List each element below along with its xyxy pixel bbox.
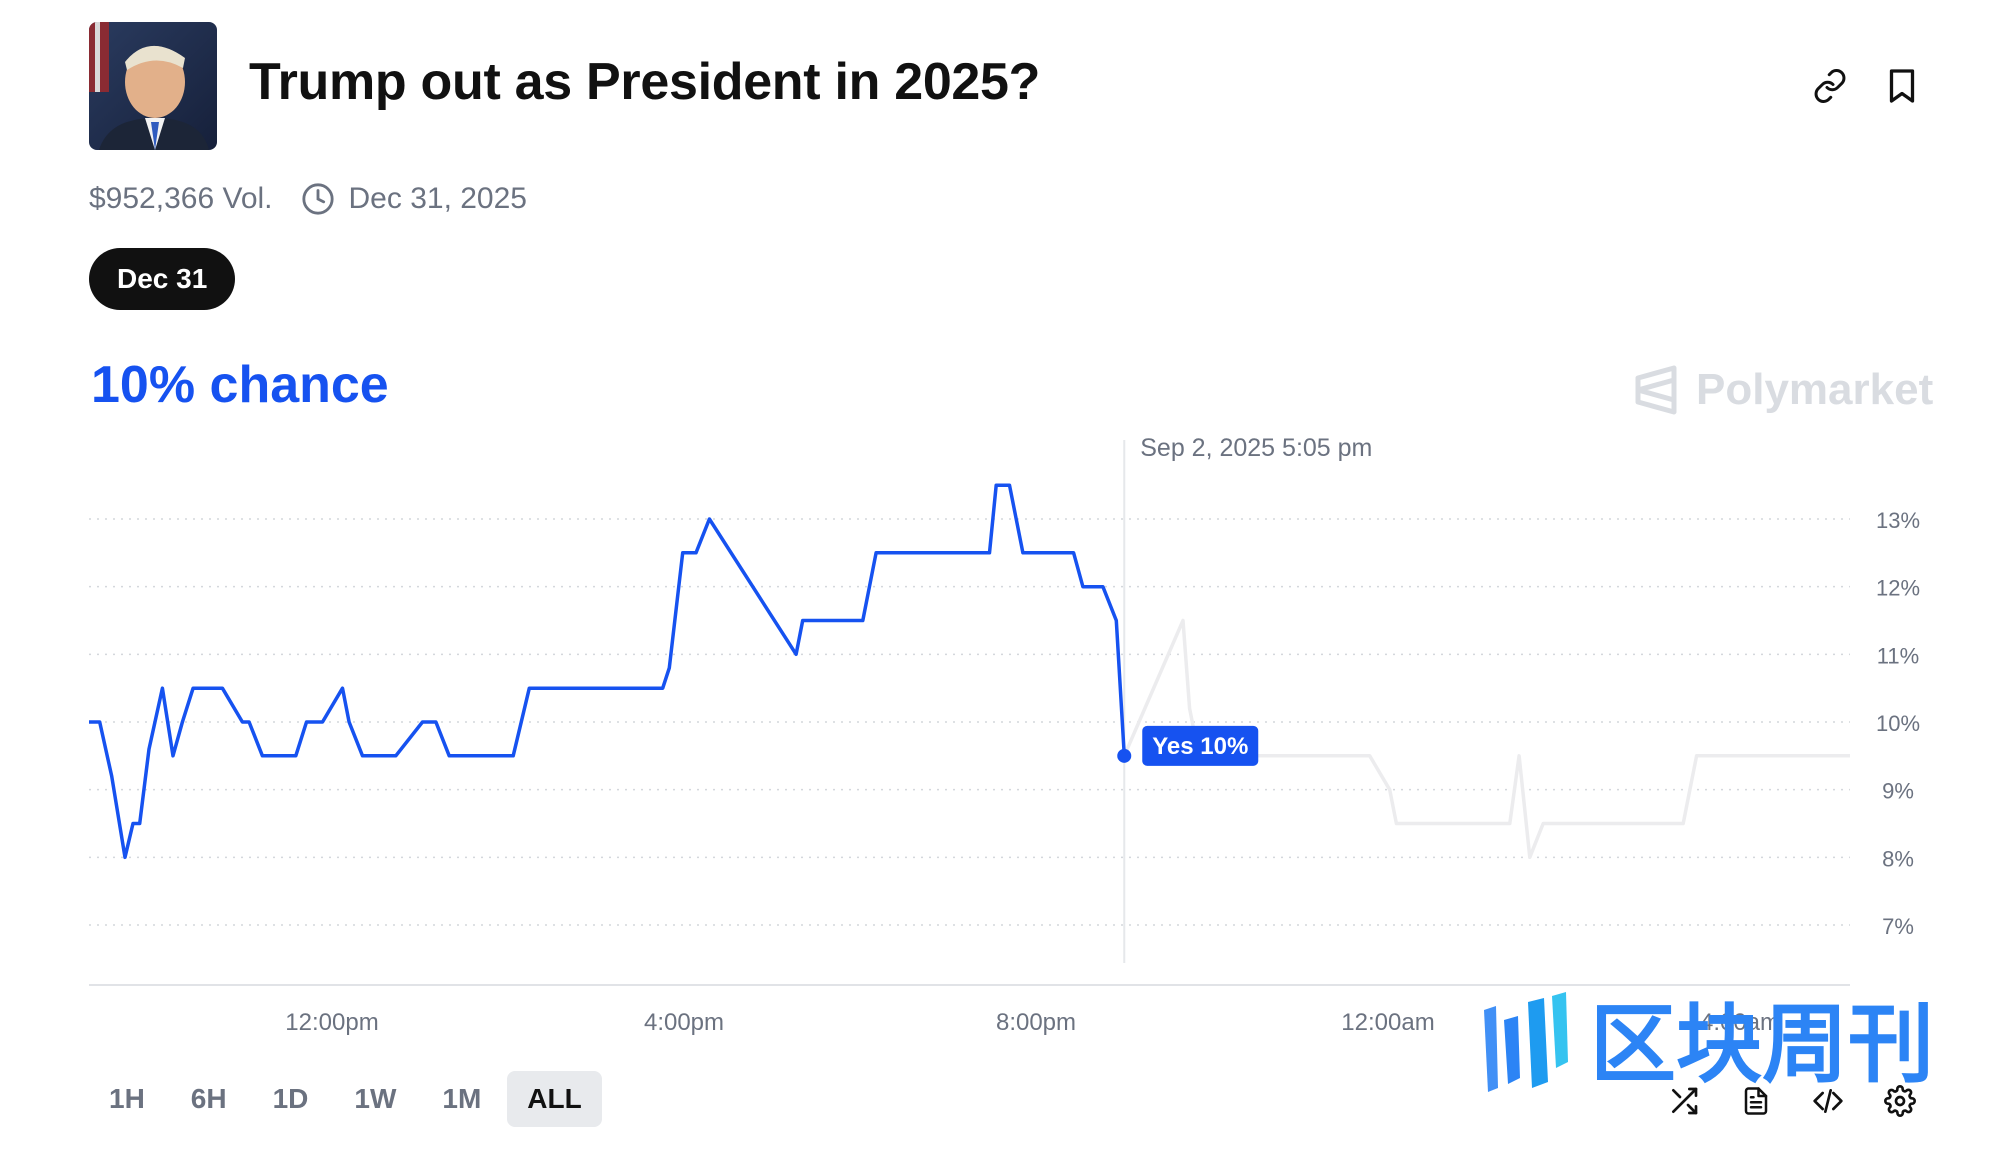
shuffle-icon[interactable] [1664, 1081, 1704, 1121]
brand-name: Polymarket [1696, 365, 1934, 414]
gear-icon[interactable] [1880, 1081, 1920, 1121]
range-1m-button[interactable]: 1M [442, 1083, 482, 1114]
y-tick-label: 13% [1876, 508, 1920, 533]
date-pill-button[interactable]: Dec 31 [89, 248, 236, 310]
y-tick-label: 9% [1882, 779, 1914, 804]
tooltip-box [1142, 725, 1259, 766]
x-tick-label: 8:00pm [996, 1009, 1076, 1036]
embed-code-icon[interactable] [1808, 1081, 1848, 1121]
polymarket-logo: Polymarket [1632, 364, 1933, 416]
range-6h-button[interactable]: 6H [190, 1083, 227, 1114]
range-all-button[interactable]: ALL [507, 1071, 602, 1127]
range-1h-button[interactable]: 1H [109, 1083, 145, 1114]
y-tick-label: 7% [1882, 914, 1914, 939]
clock-icon [301, 182, 335, 216]
y-tick-label: 11% [1877, 643, 1919, 668]
volume-text: $952,366 Vol. [89, 182, 273, 215]
x-tick-label: 12:00am [1341, 1009, 1434, 1036]
x-tick-label: 4:00am [1700, 1009, 1780, 1036]
x-tick-label: 12:00pm [285, 1009, 378, 1036]
document-icon[interactable] [1736, 1081, 1776, 1121]
y-tick-label: 8% [1882, 846, 1914, 871]
end-date-text: Dec 31, 2025 [348, 182, 527, 215]
hover-timestamp: Sep 2, 2025 5:05 pm [1140, 434, 1372, 462]
polymarket-icon [1635, 365, 1677, 415]
y-tick-label: 10% [1876, 711, 1920, 736]
link-icon[interactable] [1808, 64, 1852, 108]
tooltip-label: Yes 10% [1152, 733, 1248, 760]
time-range-selector: 1H 6H 1D 1W 1M ALL [89, 1071, 602, 1127]
x-tick-label: 4:00pm [644, 1009, 724, 1036]
market-title: Trump out as President in 2025? [249, 53, 1041, 111]
y-tick-label: 12% [1876, 576, 1920, 601]
chance-value: 10% chance [91, 356, 389, 414]
range-1d-button[interactable]: 1D [272, 1083, 309, 1114]
market-image [89, 22, 217, 150]
hover-point [1117, 748, 1132, 763]
range-1w-button[interactable]: 1W [354, 1083, 397, 1114]
bookmark-icon[interactable] [1880, 64, 1924, 108]
yes-series-line [89, 483, 1127, 860]
market-meta: $952,366 Vol. Dec 31, 2025 [89, 182, 527, 216]
